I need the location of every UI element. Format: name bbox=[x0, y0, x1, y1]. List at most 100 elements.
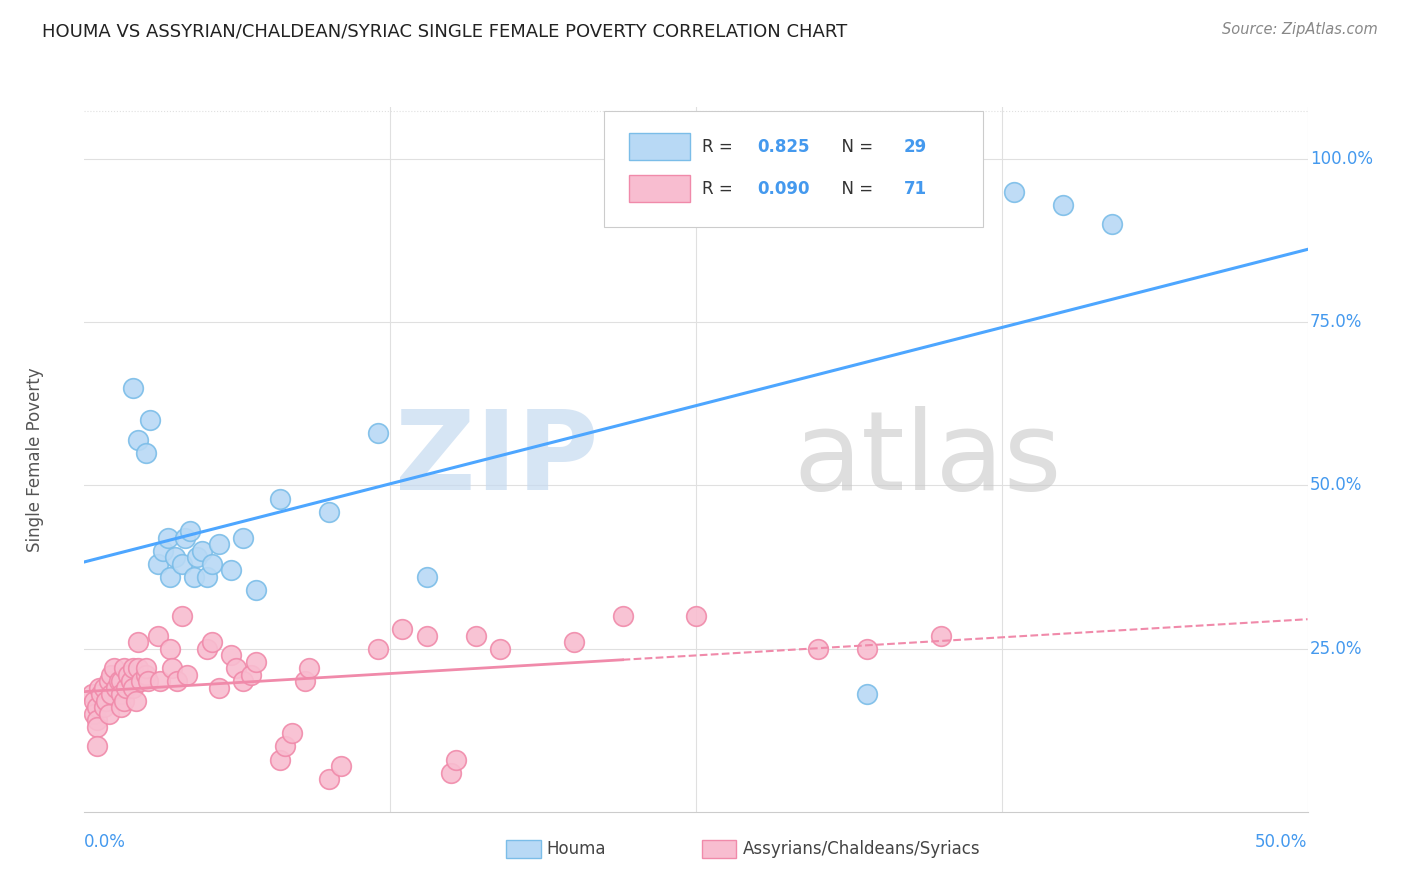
Point bbox=[391, 622, 413, 636]
Point bbox=[1052, 198, 1074, 212]
Point bbox=[186, 550, 208, 565]
Text: Source: ZipAtlas.com: Source: ZipAtlas.com bbox=[1222, 22, 1378, 37]
Text: 71: 71 bbox=[904, 180, 927, 198]
Point bbox=[232, 531, 254, 545]
Text: Assyrians/Chaldeans/Syriacs: Assyrians/Chaldeans/Syriacs bbox=[742, 840, 980, 858]
Text: 50.0%: 50.0% bbox=[1256, 833, 1308, 851]
Point bbox=[136, 674, 159, 689]
Point bbox=[172, 609, 194, 624]
Point bbox=[135, 661, 157, 675]
Point bbox=[440, 765, 463, 780]
Point bbox=[146, 628, 169, 642]
Point bbox=[298, 661, 321, 675]
Text: Houma: Houma bbox=[547, 840, 606, 858]
Point bbox=[318, 505, 340, 519]
Point bbox=[200, 557, 222, 571]
Point bbox=[274, 739, 297, 754]
Text: 0.825: 0.825 bbox=[758, 137, 810, 155]
Point bbox=[122, 661, 145, 675]
Point bbox=[416, 628, 439, 642]
Point bbox=[166, 674, 188, 689]
Point bbox=[87, 681, 110, 695]
Point bbox=[96, 694, 118, 708]
Point bbox=[156, 531, 179, 545]
Point bbox=[110, 687, 132, 701]
Point bbox=[195, 641, 218, 656]
Point bbox=[93, 700, 115, 714]
Point bbox=[152, 543, 174, 558]
Point bbox=[122, 381, 145, 395]
Point bbox=[127, 661, 149, 675]
Point bbox=[172, 557, 194, 571]
Point bbox=[90, 687, 112, 701]
Point bbox=[294, 674, 316, 689]
Text: atlas: atlas bbox=[794, 406, 1063, 513]
Point bbox=[103, 661, 125, 675]
Text: 0.0%: 0.0% bbox=[84, 833, 127, 851]
Point bbox=[807, 641, 830, 656]
FancyBboxPatch shape bbox=[605, 111, 983, 227]
Point bbox=[86, 700, 108, 714]
Point bbox=[367, 641, 389, 656]
Bar bbox=[506, 840, 541, 857]
Point bbox=[105, 681, 128, 695]
Point bbox=[183, 570, 205, 584]
Point bbox=[146, 557, 169, 571]
Point bbox=[93, 681, 115, 695]
Point bbox=[115, 681, 138, 695]
Point bbox=[1002, 185, 1025, 199]
Point bbox=[100, 687, 122, 701]
Point bbox=[929, 628, 952, 642]
Point bbox=[269, 752, 291, 766]
Point bbox=[97, 674, 120, 689]
Text: 75.0%: 75.0% bbox=[1310, 313, 1362, 331]
Point bbox=[239, 667, 262, 681]
Text: R =: R = bbox=[702, 137, 738, 155]
Point bbox=[225, 661, 247, 675]
Point bbox=[612, 609, 634, 624]
Point bbox=[416, 570, 439, 584]
Point bbox=[208, 681, 231, 695]
Point bbox=[86, 720, 108, 734]
Point bbox=[219, 648, 242, 662]
Bar bbox=[628, 133, 690, 160]
Point bbox=[489, 641, 512, 656]
Text: N =: N = bbox=[831, 180, 877, 198]
Point bbox=[159, 570, 181, 584]
Bar bbox=[628, 176, 690, 202]
Point bbox=[135, 667, 157, 681]
Point bbox=[200, 635, 222, 649]
Point bbox=[162, 661, 184, 675]
Point bbox=[110, 674, 132, 689]
Point bbox=[127, 433, 149, 447]
Point bbox=[856, 687, 879, 701]
Text: 50.0%: 50.0% bbox=[1310, 476, 1362, 494]
Point bbox=[685, 609, 707, 624]
Point bbox=[195, 570, 218, 584]
Point bbox=[245, 655, 267, 669]
Point bbox=[179, 524, 201, 538]
Bar bbox=[702, 840, 737, 857]
Point bbox=[86, 714, 108, 728]
Text: 100.0%: 100.0% bbox=[1310, 150, 1374, 169]
Point bbox=[318, 772, 340, 786]
Text: R =: R = bbox=[702, 180, 738, 198]
Point bbox=[112, 694, 135, 708]
Point bbox=[856, 641, 879, 656]
Point bbox=[86, 739, 108, 754]
Point bbox=[129, 674, 152, 689]
Point bbox=[100, 667, 122, 681]
Point bbox=[83, 694, 105, 708]
Point bbox=[80, 687, 103, 701]
Text: HOUMA VS ASSYRIAN/CHALDEAN/SYRIAC SINGLE FEMALE POVERTY CORRELATION CHART: HOUMA VS ASSYRIAN/CHALDEAN/SYRIAC SINGLE… bbox=[42, 22, 848, 40]
Point bbox=[163, 550, 186, 565]
Point bbox=[281, 726, 304, 740]
Point bbox=[83, 706, 105, 721]
Point bbox=[330, 759, 353, 773]
Point bbox=[107, 674, 129, 689]
Point bbox=[1101, 218, 1123, 232]
Point bbox=[562, 635, 585, 649]
Text: 29: 29 bbox=[904, 137, 927, 155]
Point bbox=[191, 543, 214, 558]
Point bbox=[245, 582, 267, 597]
